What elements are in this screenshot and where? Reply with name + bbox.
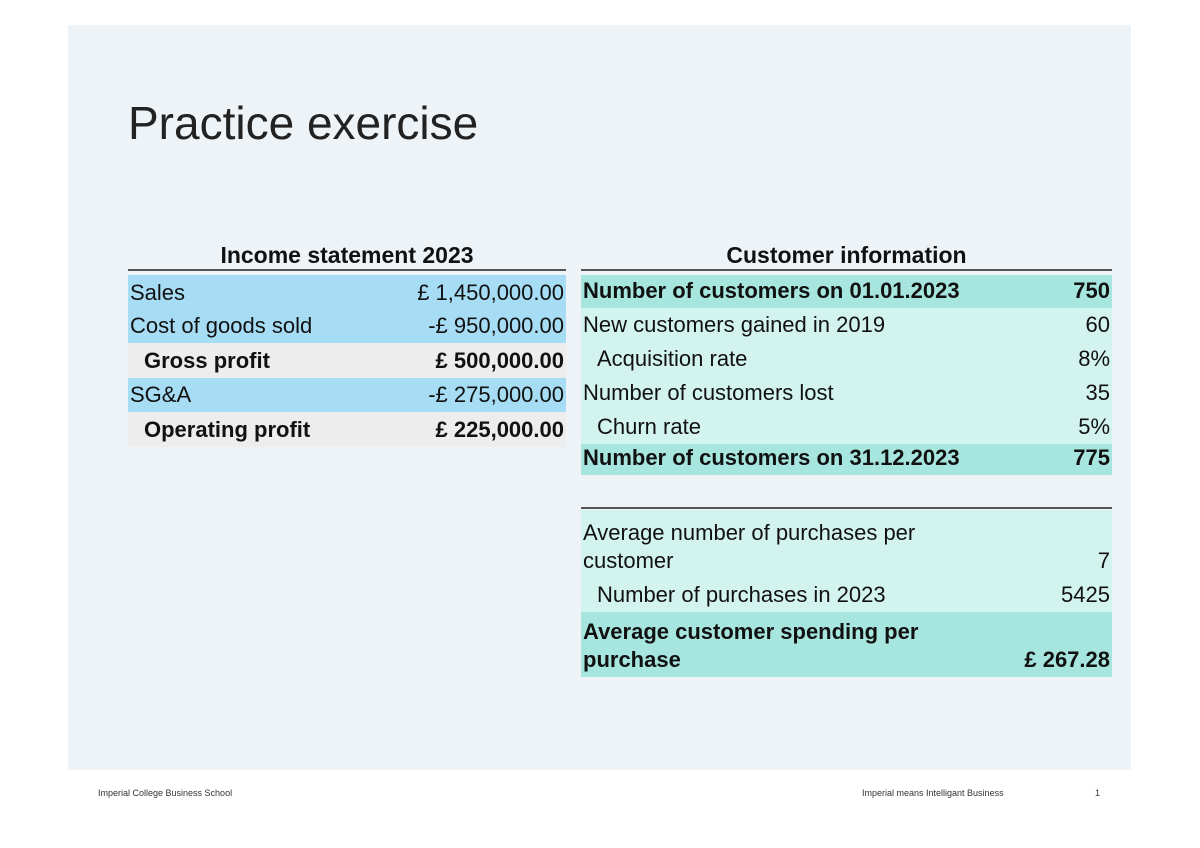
table-row: Sales £ 1,450,000.00 [128, 275, 566, 310]
table-rule [128, 269, 566, 271]
row-label: Average number of purchases per customer [583, 520, 916, 573]
footer-right: Imperial means Intelligant Business [862, 788, 1004, 798]
row-label: Churn rate [597, 414, 701, 439]
row-label: Number of customers lost [583, 380, 834, 405]
table-row: Number of customers lost 35 [581, 376, 1112, 410]
row-label: Sales [130, 280, 186, 305]
table-title: Income statement 2023 [220, 242, 474, 268]
row-value: 60 [1085, 312, 1110, 337]
row-value: 7 [1097, 548, 1110, 573]
table-row: Number of customers on 31.12.2023 775 [581, 444, 1112, 475]
row-label: Acquisition rate [597, 346, 748, 371]
row-value: £ 225,000.00 [435, 417, 564, 442]
row-label: Operating profit [144, 417, 311, 442]
row-value: 775 [1073, 445, 1110, 470]
row-label: Average customer spending per purchase [583, 619, 919, 672]
table-row: Average customer spending per purchase £ … [581, 612, 1112, 677]
row-label: Gross profit [144, 348, 270, 373]
row-label: New customers gained in 2019 [583, 312, 886, 337]
row-value: 750 [1073, 278, 1110, 303]
row-label: Number of purchases in 2023 [597, 582, 886, 607]
table-title: Customer information [726, 242, 967, 268]
table-row: New customers gained in 2019 60 [581, 308, 1112, 342]
row-value: £ 1,450,000.00 [417, 280, 564, 305]
row-label: Number of customers on 01.01.2023 [583, 278, 960, 303]
row-label: SG&A [130, 382, 192, 407]
row-label: Number of customers on 31.12.2023 [583, 445, 960, 470]
row-value: 5425 [1061, 582, 1110, 607]
table-rule [581, 507, 1112, 509]
table-rule [581, 269, 1112, 271]
table-row: Cost of goods sold -£ 950,000.00 [128, 310, 566, 343]
footer-left: Imperial College Business School [98, 788, 233, 798]
row-value: -£ 275,000.00 [428, 382, 564, 407]
table-row: Churn rate 5% [581, 410, 1112, 444]
row-value: 8% [1078, 346, 1110, 371]
slide-title: Practice exercise [128, 97, 479, 149]
row-value: 5% [1078, 414, 1110, 439]
row-label: Cost of goods sold [130, 313, 313, 338]
row-value: £ 267.28 [1024, 647, 1110, 672]
table-row: Operating profit £ 225,000.00 [128, 412, 566, 447]
row-value: £ 500,000.00 [435, 348, 564, 373]
row-value: 35 [1085, 380, 1110, 405]
table-row: Number of purchases in 2023 5425 [581, 578, 1112, 612]
row-value: -£ 950,000.00 [428, 313, 564, 338]
table-row: Average number of purchases per customer… [581, 510, 1112, 578]
table-row: Number of customers on 01.01.2023 750 [581, 275, 1112, 308]
table-row: Gross profit £ 500,000.00 [128, 343, 566, 378]
table-row: Acquisition rate 8% [581, 342, 1112, 376]
table-row: SG&A -£ 275,000.00 [128, 378, 566, 412]
page-number: 1 [1095, 788, 1101, 798]
